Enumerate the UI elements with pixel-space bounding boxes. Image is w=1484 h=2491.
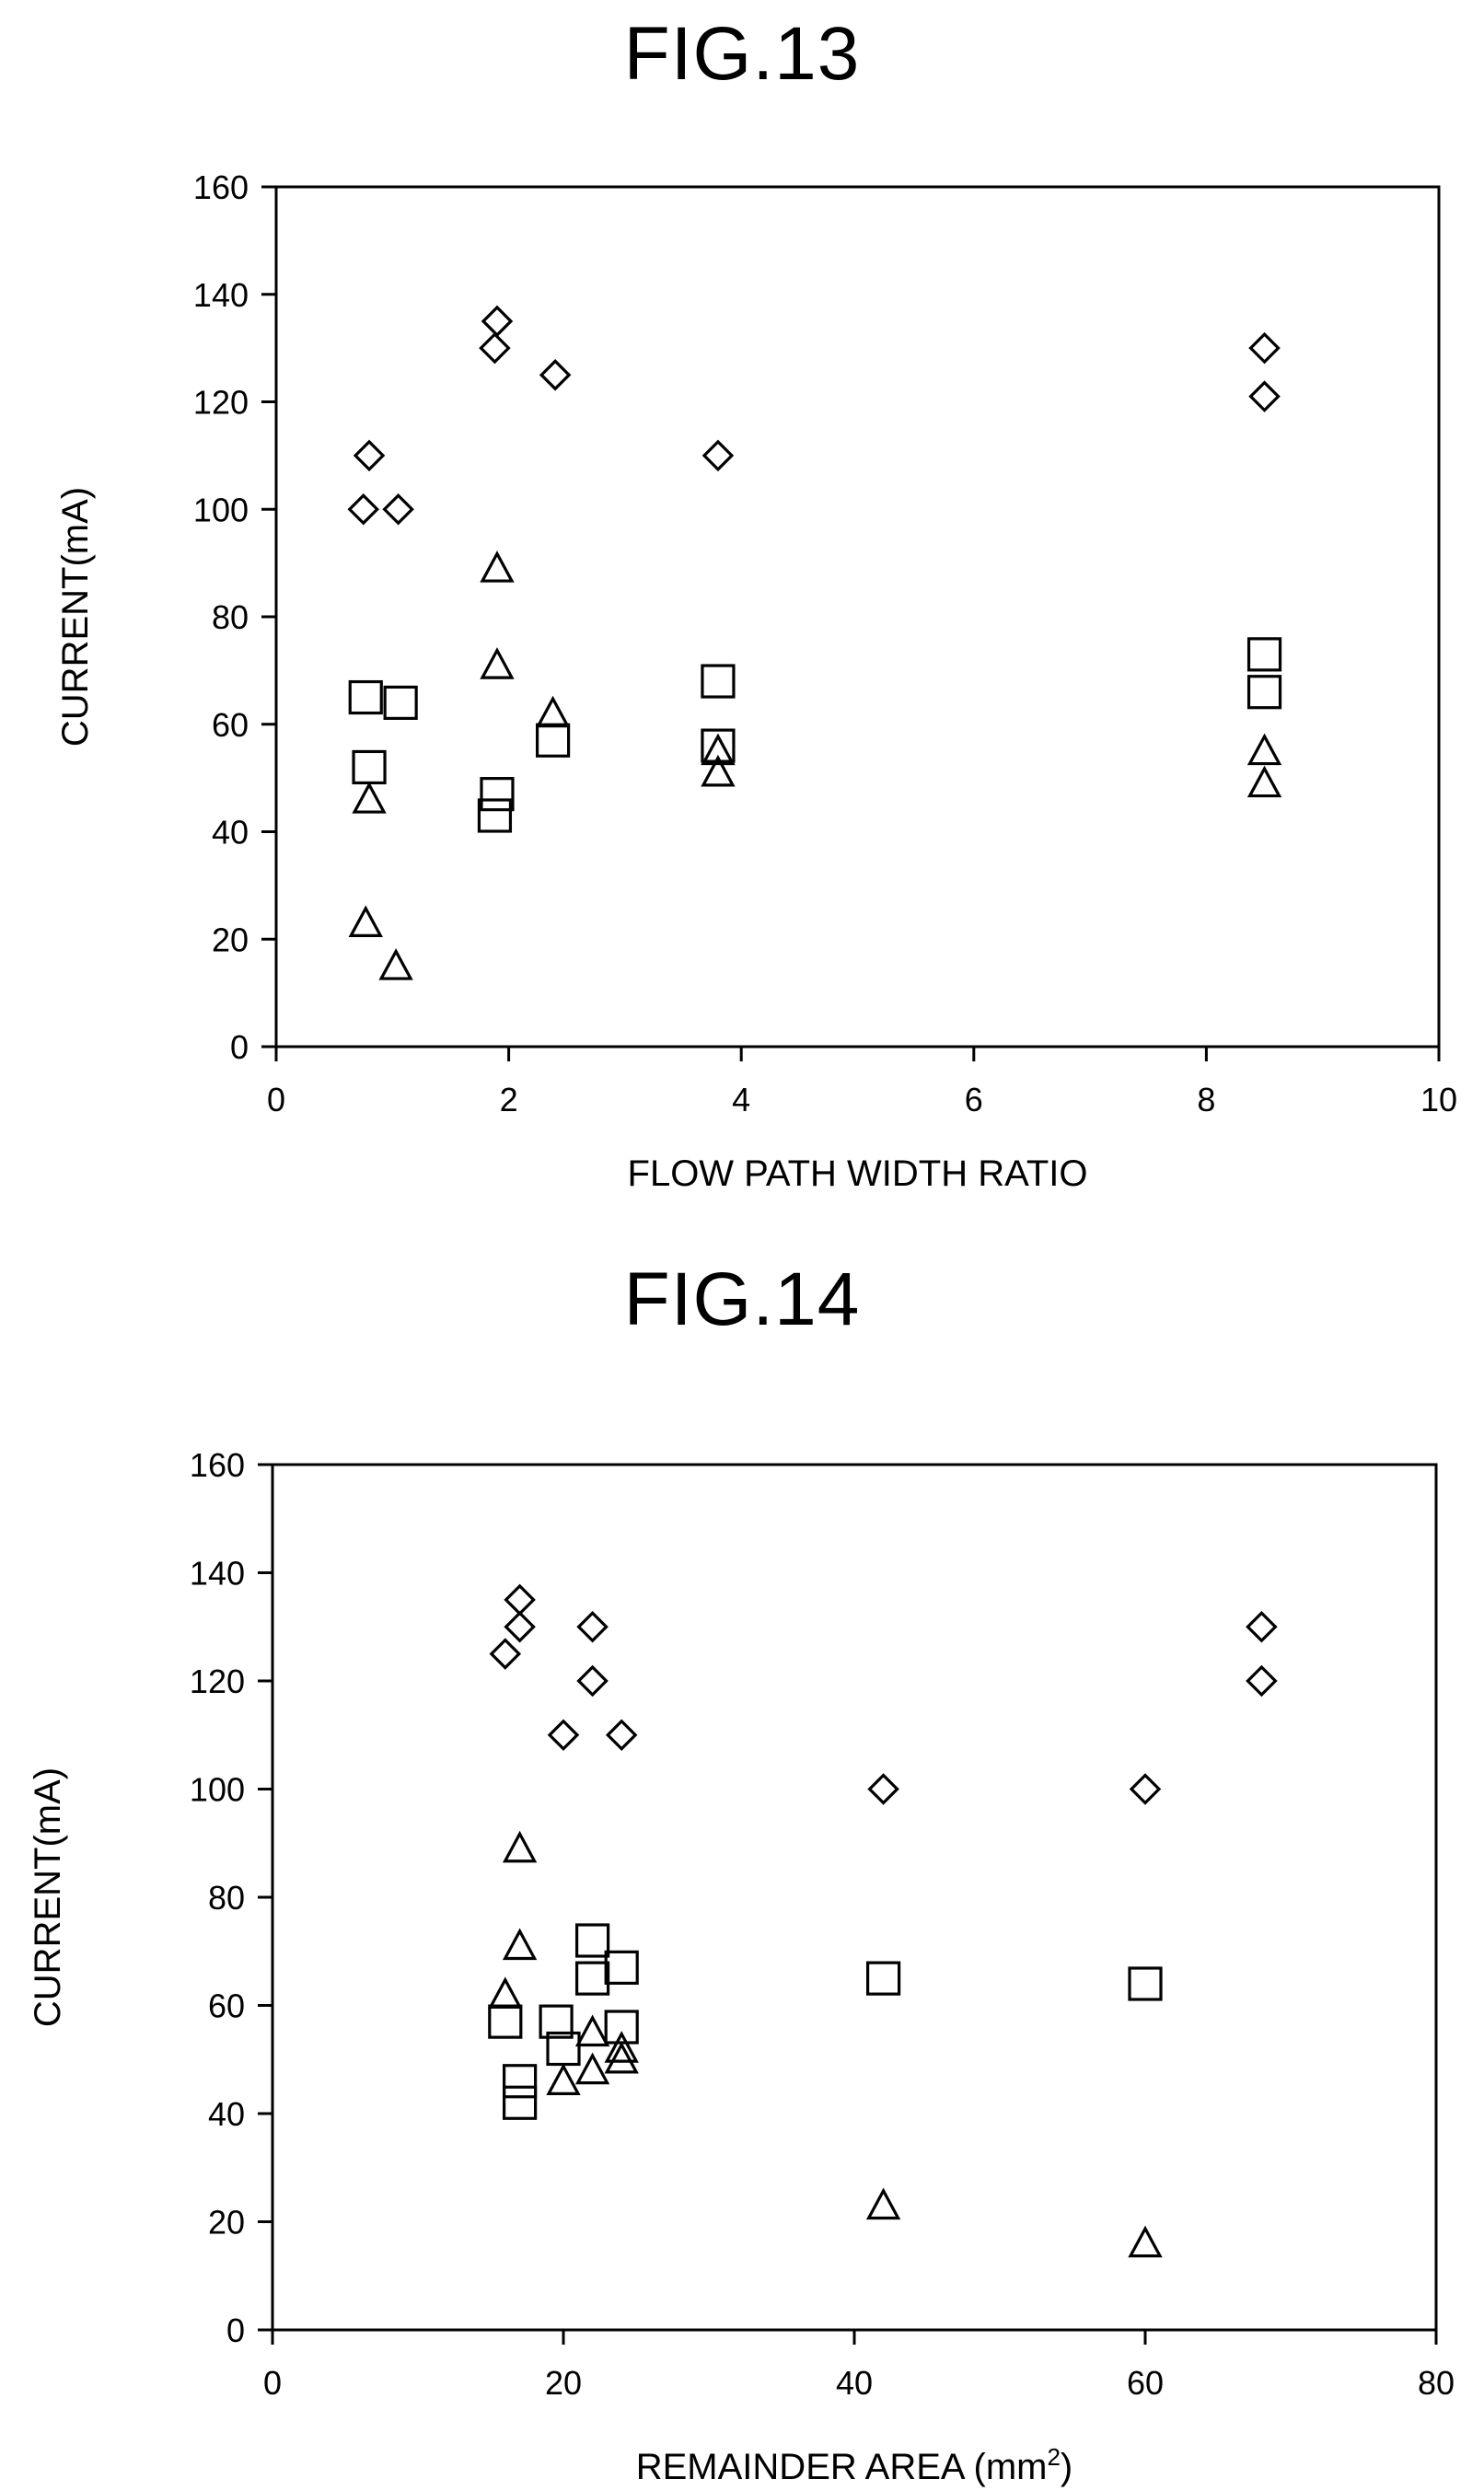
diamond-point xyxy=(576,1664,609,1697)
plot-frame xyxy=(271,1463,1438,2332)
triangle-point xyxy=(574,2052,610,2085)
y-axis-label: CURRENT(mA) xyxy=(28,1767,68,2027)
y-tick-label: 60 xyxy=(208,1987,245,2025)
square-point xyxy=(352,749,387,785)
x-axis-label: REMAINDER AREA (mm2) xyxy=(636,2443,1073,2487)
diamond-point xyxy=(489,1638,522,1670)
square-point xyxy=(1246,637,1282,672)
figure-14-title: FIG.14 xyxy=(623,1257,861,1341)
diamond-point xyxy=(479,331,511,365)
diamond-point xyxy=(504,1583,536,1616)
square-point xyxy=(604,1950,639,1985)
square-point xyxy=(348,679,383,715)
triangle-point xyxy=(480,647,515,679)
diamond-point xyxy=(347,492,379,526)
diamond-point xyxy=(504,1610,536,1643)
y-tick-label: 0 xyxy=(230,1028,249,1066)
square-point xyxy=(502,2085,538,2120)
square-point xyxy=(383,685,418,721)
x-tick-label: 0 xyxy=(267,1081,285,1118)
square-point xyxy=(1246,675,1282,710)
diamond-point xyxy=(1246,1610,1278,1643)
figure-13-chart: 0 20 40 60 80 100 120 140 160 0 2 4 6 8 10 FLOW PATH WI… xyxy=(55,168,1457,1194)
y-tick-label: 120 xyxy=(193,384,249,422)
triangle-point xyxy=(502,1928,538,1961)
x-tick-label: 0 xyxy=(263,2364,282,2402)
triangle-point xyxy=(574,2014,610,2047)
diamond-point xyxy=(481,305,514,338)
triangle-point xyxy=(604,2041,639,2074)
diamond-point xyxy=(382,492,414,526)
y-tick-label: 0 xyxy=(226,2311,245,2349)
triangle-point xyxy=(701,754,736,787)
diamond-point xyxy=(1248,380,1281,412)
y-tick-label: 100 xyxy=(190,1771,245,1809)
square-point xyxy=(574,1923,610,1958)
square-point xyxy=(502,2064,538,2099)
triangle-point xyxy=(546,2063,581,2095)
y-tick-label: 160 xyxy=(190,1446,245,1484)
y-tick-label: 80 xyxy=(212,598,249,636)
diamond-point xyxy=(353,439,386,472)
square-point xyxy=(604,2010,639,2045)
x-tick-label: 10 xyxy=(1420,1081,1457,1118)
diamond-point xyxy=(1246,1664,1278,1697)
figure-13-title: FIG.13 xyxy=(623,12,861,96)
triangle-point xyxy=(502,1830,538,1863)
triangle-point xyxy=(701,733,736,766)
x-tick-label: 6 xyxy=(965,1081,983,1118)
y-tick-label: 140 xyxy=(190,1555,245,1593)
triangle-point xyxy=(1246,765,1282,798)
diamond-point xyxy=(1129,1773,1162,1805)
diamond-point xyxy=(539,359,572,391)
diamond-point xyxy=(576,1610,609,1643)
plot-frame xyxy=(274,185,1441,1049)
y-tick-label: 20 xyxy=(208,2204,245,2242)
square-point xyxy=(488,2004,523,2039)
diamond-point xyxy=(867,1773,899,1805)
x-tick-label: 80 xyxy=(1418,2364,1455,2402)
y-tick-label: 160 xyxy=(193,168,249,206)
y-axis-label: CURRENT(mA) xyxy=(55,487,96,747)
triangle-point xyxy=(1128,2225,1163,2258)
x-tick-label: 20 xyxy=(545,2364,582,2402)
diamond-point xyxy=(701,439,735,472)
x-tick-label: 8 xyxy=(1197,1081,1215,1118)
triangle-point xyxy=(348,905,383,937)
square-point xyxy=(477,798,513,833)
y-tick-label: 100 xyxy=(193,491,249,528)
diamond-point xyxy=(605,1719,638,1752)
square-point xyxy=(701,664,736,699)
x-tick-label: 40 xyxy=(836,2364,873,2402)
triangle-point xyxy=(488,1976,523,2009)
triangle-point xyxy=(480,550,515,583)
y-tick-label: 60 xyxy=(212,706,249,744)
triangle-point xyxy=(604,2031,639,2063)
square-point xyxy=(539,2004,574,2039)
triangle-point xyxy=(378,948,413,980)
x-tick-label: 2 xyxy=(500,1081,518,1118)
y-tick-label: 20 xyxy=(212,921,249,958)
square-point xyxy=(1128,1966,1163,2001)
x-tick-label: 4 xyxy=(732,1081,750,1118)
y-tick-label: 40 xyxy=(208,2095,245,2133)
y-tick-label: 120 xyxy=(190,1663,245,1700)
triangle-point xyxy=(1246,733,1282,766)
x-axis-label: FLOW PATH WIDTH RATIO xyxy=(628,1153,1088,1194)
y-tick-label: 80 xyxy=(208,1879,245,1917)
triangle-point xyxy=(535,695,571,728)
square-point xyxy=(701,728,736,763)
square-point xyxy=(535,723,571,758)
diamond-point xyxy=(1248,331,1281,365)
triangle-point xyxy=(865,2187,901,2220)
diamond-point xyxy=(547,1719,580,1752)
triangle-point xyxy=(352,782,387,814)
y-tick-label: 40 xyxy=(212,814,249,852)
square-point xyxy=(574,1961,610,1996)
square-point xyxy=(865,1961,901,1996)
y-tick-label: 140 xyxy=(193,276,249,314)
square-point xyxy=(480,777,515,812)
x-tick-label: 60 xyxy=(1127,2364,1164,2402)
figure-14-chart: 0 20 40 60 80 100 120 140 160 0 20 40 60 80 REMAINDER … xyxy=(28,1446,1455,2487)
